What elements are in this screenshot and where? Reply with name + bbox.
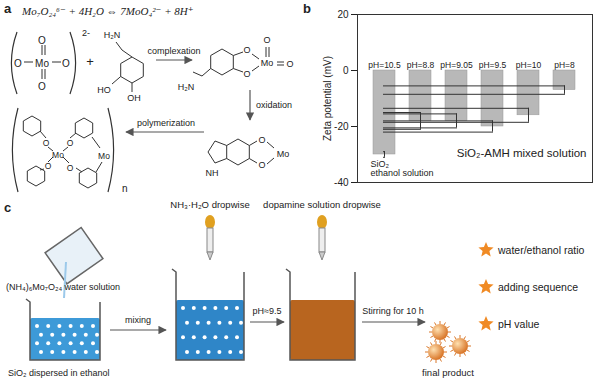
svg-text:Mo: Mo [261, 58, 274, 68]
svg-text:HO: HO [97, 85, 111, 95]
svg-text:O: O [14, 58, 22, 69]
svg-text:Mo₇O₂₄⁶⁻ + 4H₂O ⇔ 7MoO₄²⁻ + 8H: Mo₇O₂₄⁶⁻ + 4H₂O ⇔ 7MoO₄²⁻ + 8H⁺ [21, 5, 194, 17]
svg-text:pH value: pH value [498, 318, 540, 330]
svg-text:SiO₂-AMH mixed solution: SiO₂-AMH mixed solution [457, 147, 587, 159]
svg-text:(NH₄)₆Mo₇O₂₄ water solution: (NH₄)₆Mo₇O₂₄ water solution [6, 282, 120, 292]
svg-text:pH≈9.5: pH≈9.5 [253, 306, 282, 316]
svg-text:-40: -40 [334, 177, 349, 188]
svg-text:O: O [243, 45, 250, 55]
svg-text:pH=10.5: pH=10.5 [368, 60, 401, 70]
svg-text:adding sequence: adding sequence [498, 281, 578, 293]
svg-text:O: O [67, 138, 74, 148]
svg-text:O: O [38, 81, 46, 92]
svg-text:b: b [303, 1, 311, 16]
svg-text:0: 0 [343, 65, 349, 76]
svg-text:a: a [4, 1, 12, 16]
svg-text:pH=9.5: pH=9.5 [479, 60, 507, 70]
svg-text:O: O [258, 160, 265, 170]
svg-text:O: O [62, 58, 70, 69]
svg-text:mixing: mixing [125, 315, 151, 325]
svg-text:H₂N: H₂N [178, 82, 195, 92]
svg-text:n: n [122, 183, 128, 194]
svg-text:O: O [243, 69, 250, 79]
svg-text:Mo: Mo [52, 150, 64, 160]
svg-text:O: O [286, 59, 293, 69]
svg-text:-20: -20 [334, 121, 349, 132]
svg-text:+: + [86, 54, 94, 69]
svg-text:pH=8.8: pH=8.8 [407, 60, 435, 70]
svg-text:c: c [4, 200, 11, 215]
svg-text:Zeta potential (mV): Zeta potential (mV) [322, 56, 333, 141]
svg-text:O: O [45, 161, 52, 171]
svg-text:SiO₂ethanol solution: SiO₂ethanol solution [371, 159, 434, 178]
svg-text:polymerization: polymerization [137, 118, 195, 128]
svg-text:Mo: Mo [98, 151, 110, 161]
svg-text:oxidation: oxidation [256, 100, 292, 110]
svg-text:2-: 2- [82, 28, 90, 38]
svg-text:O: O [43, 138, 50, 148]
svg-text:Mo: Mo [277, 149, 290, 159]
svg-text:pH=9.05: pH=9.05 [440, 60, 473, 70]
svg-text:pH=10: pH=10 [516, 60, 542, 70]
svg-text:SiO₂ dispersed in ethanol: SiO₂ dispersed in ethanol [8, 368, 110, 378]
svg-text:20: 20 [337, 9, 349, 20]
svg-text:Stirring for 10 h: Stirring for 10 h [362, 306, 424, 316]
svg-text:H₂N: H₂N [104, 30, 121, 40]
svg-text:pH=8: pH=8 [554, 60, 575, 70]
svg-text:O: O [258, 135, 265, 145]
svg-text:O: O [38, 35, 46, 46]
svg-text:water/ethanol ratio: water/ethanol ratio [497, 244, 585, 256]
svg-text:complexation: complexation [147, 46, 200, 56]
svg-text:NH₃·H₂O dropwise: NH₃·H₂O dropwise [170, 199, 249, 210]
svg-text:O: O [67, 163, 74, 173]
svg-text:OH: OH [127, 93, 141, 103]
svg-text:Mo: Mo [35, 58, 49, 69]
svg-text:O: O [263, 35, 270, 45]
svg-text:dopamine solution dropwise: dopamine solution dropwise [263, 199, 381, 210]
svg-text:NH: NH [206, 168, 219, 178]
svg-text:final product: final product [422, 367, 474, 378]
